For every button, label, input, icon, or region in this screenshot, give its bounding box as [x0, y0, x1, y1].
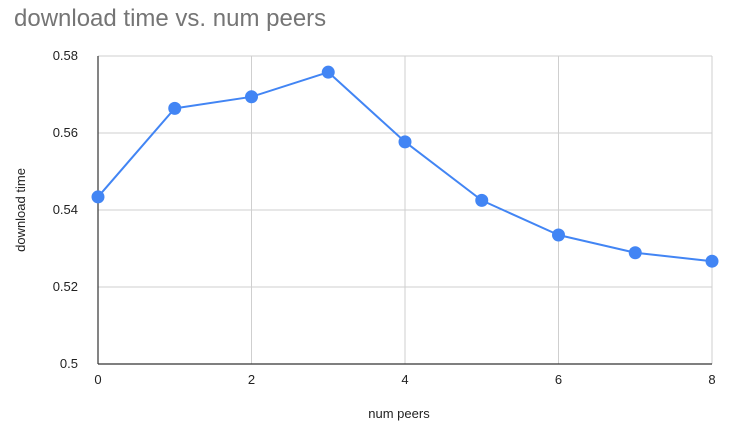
x-tick-label: 8	[708, 372, 715, 387]
data-point	[398, 135, 412, 149]
grid	[98, 55, 713, 365]
data-point	[245, 90, 258, 104]
y-tick-label: 0.58	[53, 48, 78, 63]
x-tick-labels: 0 2 4 6 8	[94, 372, 715, 387]
x-tick-label: 2	[248, 372, 255, 387]
data-point	[321, 65, 335, 79]
x-tick-label: 6	[555, 372, 562, 387]
chart-title: download time vs. num peers	[14, 5, 327, 32]
x-tick-label: 0	[94, 372, 101, 387]
data-point	[552, 228, 565, 242]
data-point	[475, 193, 489, 207]
data-point	[628, 246, 642, 260]
y-tick-label: 0.54	[53, 202, 78, 217]
axes	[97, 56, 712, 365]
x-tick-label: 4	[401, 372, 408, 387]
y-axis-title: download time	[13, 168, 28, 252]
data-point	[705, 254, 719, 268]
data-point	[168, 101, 182, 115]
y-tick-label: 0.5	[60, 356, 78, 371]
y-tick-label: 0.56	[53, 125, 78, 140]
data-point	[91, 190, 105, 204]
x-axis-title: num peers	[368, 406, 430, 421]
series	[91, 65, 719, 268]
y-tick-labels: 0.5 0.52 0.54 0.56 0.58	[53, 48, 78, 371]
y-tick-label: 0.52	[53, 279, 78, 294]
